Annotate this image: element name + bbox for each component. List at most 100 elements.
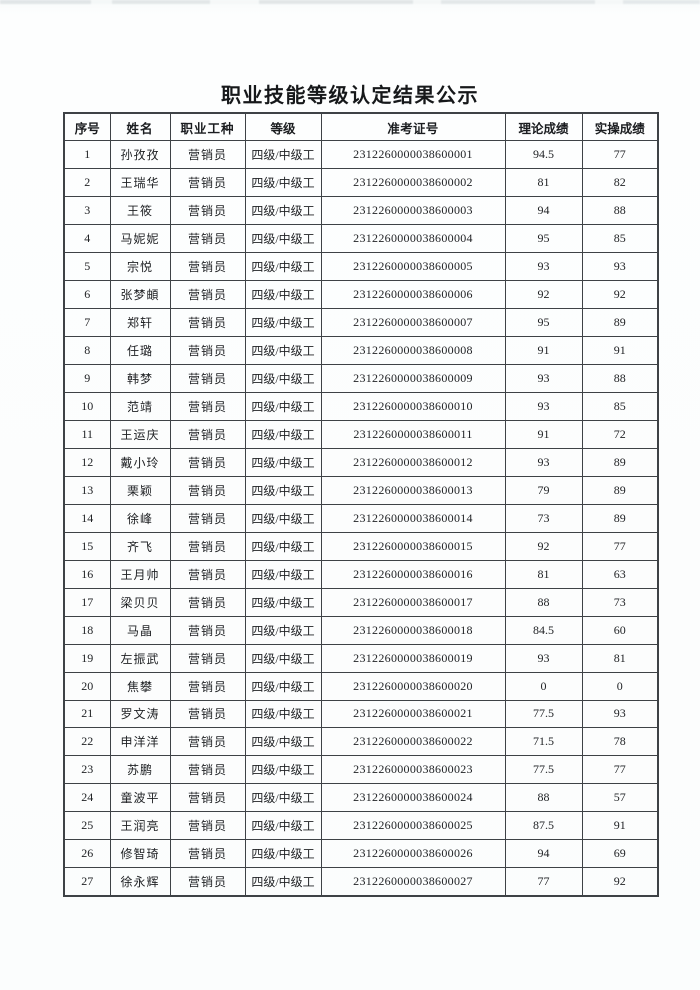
table-cell: 四级/中级工 — [244, 699, 322, 729]
table-cell: 27 — [63, 867, 111, 897]
table-cell: 营销员 — [169, 755, 246, 785]
table-cell: 21 — [63, 699, 111, 729]
results-table: 序号 姓名 职业工种 等级 准考证号 理论成绩 实操成绩 1 孙孜孜 营销员 四级/中… — [63, 112, 659, 897]
table-cell: 88 — [581, 364, 659, 394]
table-cell: 2312260000038600011 — [320, 419, 506, 449]
table-cell: 营销员 — [169, 587, 246, 617]
table-cell: 9 — [63, 364, 111, 394]
table-cell: 罗文涛 — [109, 699, 171, 729]
table-cell: 栗颖 — [109, 475, 171, 505]
table-cell: 2312260000038600027 — [320, 867, 506, 897]
table-cell: 92 — [581, 280, 659, 310]
table-cell: 王月帅 — [109, 559, 171, 589]
table-cell: 2312260000038600006 — [320, 280, 506, 310]
table-cell: 81 — [504, 168, 583, 198]
table-cell: 营销员 — [169, 559, 246, 589]
table-cell: 营销员 — [169, 196, 246, 226]
column-header-index: 序号 — [63, 112, 111, 142]
table-row: 4 马妮妮 营销员 四级/中级工 2312260000038600004 95 85 — [63, 224, 659, 254]
table-cell: 四级/中级工 — [244, 503, 322, 533]
table-cell: 84.5 — [504, 615, 583, 645]
table-cell: 89 — [581, 503, 659, 533]
table-cell: 2312260000038600016 — [320, 559, 506, 589]
table-cell: 2312260000038600004 — [320, 224, 506, 254]
table-cell: 营销员 — [169, 643, 246, 673]
table-cell: 13 — [63, 475, 111, 505]
table-row: 2 王瑞华 营销员 四级/中级工 2312260000038600002 81 82 — [63, 168, 659, 198]
table-row: 21 罗文涛 营销员 四级/中级工 2312260000038600021 77.5 93 — [63, 699, 659, 729]
table-body: 1 孙孜孜 营销员 四级/中级工 2312260000038600001 94.5 77 2 王… — [63, 140, 659, 897]
table-cell: 94 — [504, 196, 583, 226]
table-cell: 四级/中级工 — [244, 419, 322, 449]
table-row: 27 徐永辉 营销员 四级/中级工 2312260000038600027 77 92 — [63, 867, 659, 897]
table-cell: 87.5 — [504, 811, 583, 841]
table-cell: 89 — [581, 447, 659, 477]
table-cell: 营销员 — [169, 419, 246, 449]
table-cell: 修智琦 — [109, 839, 171, 869]
table-cell: 王瑞华 — [109, 168, 171, 198]
table-cell: 2312260000038600020 — [320, 671, 506, 701]
table-cell: 范靖 — [109, 392, 171, 421]
table-cell: 2312260000038600023 — [320, 755, 506, 785]
table-cell: 四级/中级工 — [244, 252, 322, 282]
table-cell: 马妮妮 — [109, 224, 171, 254]
table-cell: 1 — [63, 140, 111, 170]
table-cell: 四级/中级工 — [244, 168, 322, 198]
table-header-row: 序号 姓名 职业工种 等级 准考证号 理论成绩 实操成绩 — [63, 112, 659, 142]
table-cell: 92 — [504, 531, 583, 561]
table-cell: 94.5 — [504, 140, 583, 170]
table-cell: 营销员 — [169, 503, 246, 533]
table-cell: 85 — [581, 224, 659, 254]
table-cell: 王运庆 — [109, 419, 171, 449]
table-cell: 0 — [504, 671, 583, 701]
table-cell: 四级/中级工 — [244, 308, 322, 338]
table-row: 10 范靖 营销员 四级/中级工 2312260000038600010 93 85 — [63, 392, 659, 421]
table-row: 1 孙孜孜 营销员 四级/中级工 2312260000038600001 94.5 77 — [63, 140, 659, 170]
table-cell: 82 — [581, 168, 659, 198]
table-cell: 营销员 — [169, 671, 246, 701]
table-cell: 四级/中级工 — [244, 727, 322, 757]
table-cell: 79 — [504, 475, 583, 505]
table-cell: 2312260000038600010 — [320, 392, 506, 421]
table-cell: 14 — [63, 503, 111, 533]
table-cell: 2312260000038600022 — [320, 727, 506, 757]
table-cell: 2312260000038600025 — [320, 811, 506, 841]
table-cell: 73 — [504, 503, 583, 533]
table-cell: 85 — [581, 392, 659, 421]
table-cell: 57 — [581, 783, 659, 813]
table-cell: 77.5 — [504, 755, 583, 785]
table-cell: 2312260000038600012 — [320, 447, 506, 477]
table-cell: 2312260000038600007 — [320, 308, 506, 338]
column-header-level: 等级 — [244, 112, 322, 142]
table-cell: 2 — [63, 168, 111, 198]
table-cell: 63 — [581, 559, 659, 589]
table-cell: 93 — [504, 447, 583, 477]
table-cell: 营销员 — [169, 615, 246, 645]
table-cell: 营销员 — [169, 392, 246, 421]
table-cell: 2312260000038600021 — [320, 699, 506, 729]
table-row: 13 栗颖 营销员 四级/中级工 2312260000038600013 79 89 — [63, 475, 659, 505]
table-cell: 王润亮 — [109, 811, 171, 841]
table-cell: 69 — [581, 839, 659, 869]
table-cell: 93 — [504, 252, 583, 282]
table-row: 24 童波平 营销员 四级/中级工 2312260000038600024 88 57 — [63, 783, 659, 813]
table-cell: 梁贝贝 — [109, 587, 171, 617]
table-cell: 88 — [504, 587, 583, 617]
table-cell: 2312260000038600024 — [320, 783, 506, 813]
table-cell: 营销员 — [169, 839, 246, 869]
table-cell: 营销员 — [169, 336, 246, 366]
table-cell: 四级/中级工 — [244, 140, 322, 170]
table-cell: 戴小玲 — [109, 447, 171, 477]
table-row: 3 王筱 营销员 四级/中级工 2312260000038600003 94 88 — [63, 196, 659, 226]
table-cell: 四级/中级工 — [244, 811, 322, 841]
table-cell: 15 — [63, 531, 111, 561]
table-cell: 2312260000038600002 — [320, 168, 506, 198]
table-row: 23 苏鹏 营销员 四级/中级工 2312260000038600023 77.5 77 — [63, 755, 659, 785]
table-row: 9 韩梦 营销员 四级/中级工 2312260000038600009 93 88 — [63, 364, 659, 394]
column-header-name: 姓名 — [109, 112, 171, 142]
table-cell: 营销员 — [169, 280, 246, 310]
table-cell: 四级/中级工 — [244, 196, 322, 226]
table-cell: 2312260000038600026 — [320, 839, 506, 869]
table-cell: 营销员 — [169, 699, 246, 729]
table-cell: 童波平 — [109, 783, 171, 813]
